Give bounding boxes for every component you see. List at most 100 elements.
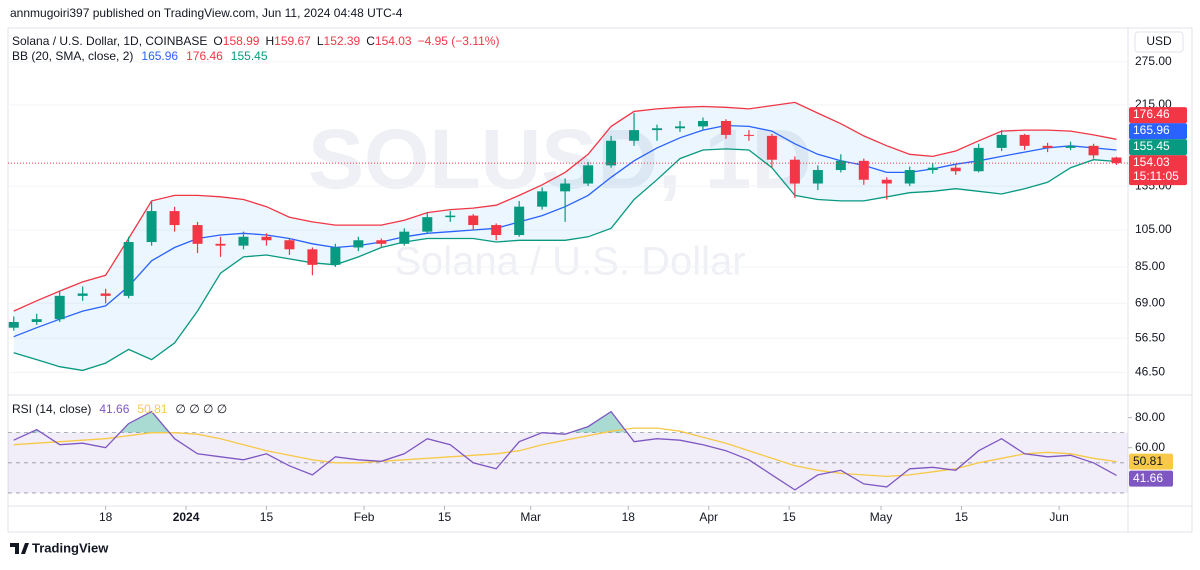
candle-body (652, 128, 663, 131)
candle-body (491, 225, 502, 236)
x-tick-label: May (870, 510, 893, 524)
candle-body (1065, 145, 1076, 148)
x-tick-label: 18 (622, 510, 636, 524)
x-tick-label: 2024 (173, 510, 200, 524)
candle-body (629, 130, 640, 141)
bb-tag-box (1129, 139, 1187, 156)
bb-value: 176.46 (186, 49, 223, 63)
ohlc-prefix: C (366, 34, 375, 48)
candle-body (192, 225, 203, 244)
y-tick-label: 80.00 (1135, 410, 1165, 424)
last-price-tag-box (1129, 155, 1187, 186)
candle-body (973, 147, 984, 172)
candle-body (881, 179, 892, 184)
rsi-placeholders: ∅ ∅ ∅ ∅ (175, 402, 227, 416)
candle-body (697, 120, 708, 127)
candle-body (1088, 145, 1099, 156)
bb-tag-box (1129, 107, 1187, 124)
price-legend: Solana / U.S. Dollar, 1D, COINBASE O158.9… (12, 34, 499, 48)
y-tick-label: 56.50 (1135, 330, 1165, 344)
change: −4.95 (−3.11%) (418, 34, 500, 48)
bb-tag-box (1129, 123, 1187, 140)
ohlc-prefix: O (213, 34, 222, 48)
footer-logo: TradingView (10, 540, 109, 555)
y-tick-label: 275.00 (1135, 54, 1172, 68)
chart-frame (7, 27, 1193, 533)
rsi-tag: 41.66 (1133, 471, 1163, 485)
ohlc-value: 159.67 (274, 34, 311, 48)
candle-body (31, 319, 42, 322)
bb-value: 155.45 (231, 49, 268, 63)
bb-line (13, 101, 1117, 312)
y-tick-label: 46.50 (1135, 364, 1165, 378)
candle-body (789, 159, 800, 184)
ohlc-value: 158.99 (223, 34, 260, 48)
bb-tag: 165.96 (1133, 123, 1170, 137)
candle-body (1019, 134, 1030, 146)
candle-body (146, 211, 157, 243)
candle-body (835, 160, 846, 171)
candle-body (215, 243, 226, 246)
candle-body (261, 236, 272, 241)
overbought-fill (30, 411, 628, 433)
y-tick-label: 69.00 (1135, 295, 1165, 309)
candle-body (950, 167, 961, 172)
x-tick-label: 15 (955, 510, 969, 524)
bb-value: 165.96 (141, 49, 178, 63)
currency-button[interactable] (1134, 31, 1184, 53)
candle-body (996, 134, 1007, 148)
candle-body (560, 183, 571, 192)
x-tick-label: 15 (782, 510, 796, 524)
rsi-value: 50.81 (137, 402, 167, 416)
candle-body (766, 135, 777, 160)
rsi-ma-tag: 50.81 (1133, 454, 1163, 468)
currency-label[interactable]: USD (1146, 34, 1172, 48)
candle-body (1042, 145, 1053, 148)
candle-body (238, 236, 249, 246)
candle-body (675, 126, 685, 129)
ohlc-value: 152.39 (324, 34, 361, 48)
candle-body (606, 140, 617, 166)
candle-body (422, 217, 433, 232)
x-tick-label: 18 (99, 510, 113, 524)
rsi-value: 41.66 (99, 402, 129, 416)
x-tick-label: Mar (520, 510, 541, 524)
rsi-legend: RSI (14, close) 41.66 50.81 ∅ ∅ ∅ ∅ (12, 402, 227, 416)
candle-body (812, 170, 823, 184)
indicator-legend: BB (20, SMA, close, 2) 165.96 176.46 155.45 (12, 49, 268, 63)
candle-body (743, 134, 754, 136)
last-price-tag: 154.03 (1133, 155, 1170, 169)
watermark: SOLUSD, 1D Solana / U.S. Dollar (308, 112, 812, 283)
y-tick-label: 105.00 (1135, 222, 1172, 236)
candle-body (445, 215, 456, 218)
bb-line (13, 148, 1117, 372)
bb-tag: 155.45 (1133, 139, 1170, 153)
y-tick-label: 85.00 (1135, 259, 1165, 273)
bb-tag: 176.46 (1133, 107, 1170, 121)
candle-body (307, 249, 318, 265)
x-tick-label: Feb (354, 510, 375, 524)
rsi-title: RSI (14, close) (12, 402, 91, 416)
footer-brand: TradingView (32, 540, 109, 555)
x-tick-label: 15 (260, 510, 274, 524)
candle-body (583, 165, 594, 184)
candle-body (100, 293, 111, 296)
rsi-line (13, 410, 1117, 491)
y-tick-label: 60.00 (1135, 440, 1165, 454)
candle-body (77, 293, 88, 296)
rsi-ma-tag-box (1129, 453, 1173, 470)
candle-body (468, 215, 479, 226)
candle-body (904, 170, 915, 184)
candle-body (1111, 157, 1122, 164)
candle-body (8, 321, 19, 328)
candle-body (376, 240, 387, 244)
rsi-ma-line (13, 427, 1117, 478)
published-note: annmugoiri397 published on TradingView.c… (10, 6, 403, 20)
candle-body (54, 295, 65, 320)
countdown: 15:11:05 (1133, 169, 1179, 183)
ohlc-prefix: L (317, 34, 324, 48)
candle-body (123, 242, 134, 296)
candle-body (927, 167, 938, 171)
candle-body (537, 191, 548, 207)
x-tick-label: 15 (438, 510, 452, 524)
